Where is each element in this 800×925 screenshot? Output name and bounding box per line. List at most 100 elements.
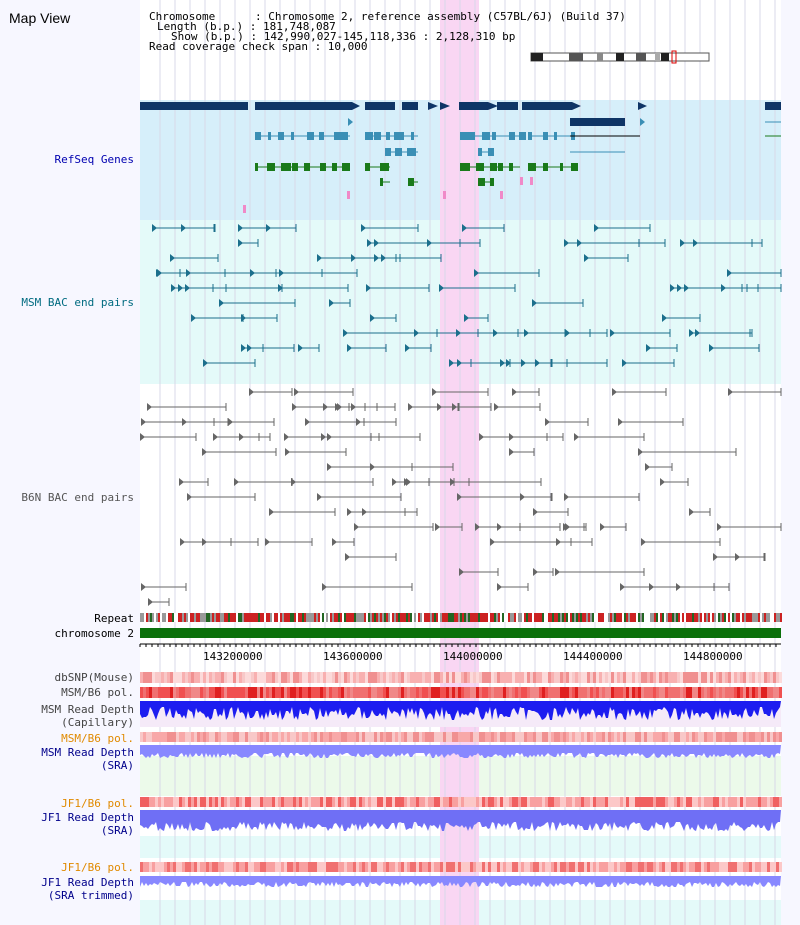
dbsnp-stripe <box>383 672 386 683</box>
track-label-jf1-b6-pol-2[interactable]: JF1/B6 pol. <box>61 861 134 874</box>
repeat-feature <box>660 613 662 622</box>
repeat-feature <box>270 613 272 622</box>
msm-pol-stripe-2 <box>500 732 503 742</box>
b6n-bac-pair <box>660 478 665 486</box>
msm-pol-stripe-2 <box>326 732 329 742</box>
msm-bac-pair <box>439 284 444 292</box>
dbsnp-stripe <box>446 672 449 683</box>
track-label-jf1-b6-pol[interactable]: JF1/B6 pol. <box>61 797 134 810</box>
track-label-jf1-depth-sra[interactable]: JF1 Read Depth <box>41 811 134 824</box>
track-label-chromosome[interactable]: chromosome 2 <box>54 627 134 640</box>
msm-pol-stripe-2 <box>608 732 611 742</box>
jf1-pol-stripe-2 <box>455 862 458 872</box>
jf1-pol-stripe-2 <box>407 862 410 872</box>
repeat-feature <box>544 613 546 622</box>
b6n-bac-pair <box>335 403 340 411</box>
repeat-feature <box>158 613 160 622</box>
jf1-pol-stripe-2 <box>290 862 293 872</box>
jf1-pol-stripe <box>698 797 701 807</box>
msm-pol-stripe-2 <box>521 732 524 742</box>
repeat-feature <box>778 613 780 622</box>
jf1-pol-stripe <box>671 797 674 807</box>
repeat-feature <box>422 613 424 622</box>
jf1-pol-stripe <box>398 797 401 807</box>
repeat-feature <box>564 613 566 622</box>
b6n-bac-pair <box>645 463 650 471</box>
track-label-msm-depth-cap[interactable]: MSM Read Depth <box>41 703 134 716</box>
msm-pol-stripe <box>545 687 548 698</box>
msm-bac-pair <box>622 359 627 367</box>
dbsnp-stripe <box>773 672 776 683</box>
jf1-pol-stripe-2 <box>398 862 401 872</box>
repeat-feature <box>452 613 454 622</box>
track-label-msm-bac[interactable]: MSM BAC end pairs <box>21 296 134 309</box>
msm-pol-stripe-2 <box>221 732 224 742</box>
track-label-refseq[interactable]: RefSeq Genes <box>54 153 134 166</box>
jf1-pol-stripe <box>173 797 176 807</box>
track-label-jf1-depth-trim[interactable]: JF1 Read Depth <box>41 876 134 889</box>
b6n-bac-pair <box>641 538 646 546</box>
gene-exon <box>490 178 494 186</box>
gene-exon <box>395 148 402 156</box>
jf1-pol-stripe-2 <box>209 862 212 872</box>
jf1-pol-stripe <box>164 797 167 807</box>
repeat-feature <box>556 613 558 622</box>
track-label-repeat[interactable]: Repeat <box>94 612 134 625</box>
msm-bac-pair <box>689 329 694 337</box>
dbsnp-stripe <box>722 672 725 683</box>
repeat-feature <box>382 613 384 622</box>
msm-pol-stripe-2 <box>614 732 617 742</box>
dbsnp-stripe <box>152 672 155 683</box>
msm-pol-stripe-2 <box>347 732 350 742</box>
msm-pol-stripe-2 <box>149 732 152 742</box>
msm-pol-stripe-2 <box>164 732 167 742</box>
jf1-pol-stripe <box>230 797 233 807</box>
repeat-feature <box>440 613 442 622</box>
jf1-pol-stripe-2 <box>488 862 491 872</box>
msm-pol-stripe <box>374 687 377 698</box>
repeat-feature <box>216 613 218 622</box>
dbsnp-stripe <box>452 672 455 683</box>
msm-pol-stripe-2 <box>533 732 536 742</box>
msm-pol-stripe <box>776 687 779 698</box>
msm-pol-stripe-2 <box>656 732 659 742</box>
msm-pol-stripe <box>350 687 353 698</box>
gene-exon <box>304 163 310 171</box>
track-label-msm-b6-pol[interactable]: MSM/B6 pol. <box>61 686 134 699</box>
repeat-feature <box>438 613 440 622</box>
jf1-pol-stripe <box>446 797 449 807</box>
msm-pol-stripe-2 <box>233 732 236 742</box>
jf1-pol-stripe-2 <box>464 862 467 872</box>
dbsnp-stripe <box>578 672 581 683</box>
msm-pol-stripe <box>626 687 629 698</box>
jf1-pol-stripe <box>284 797 287 807</box>
gene-exon <box>407 148 416 156</box>
track-label-dbsnp[interactable]: dbSNP(Mouse) <box>54 671 134 684</box>
dbsnp-stripe <box>731 672 734 683</box>
jf1-pol-stripe <box>149 797 152 807</box>
msm-bac-pair <box>565 329 570 337</box>
msm-pol-stripe-2 <box>632 732 635 742</box>
repeat-feature <box>604 613 606 622</box>
msm-pol-stripe-2 <box>254 732 257 742</box>
msm-pol-stripe <box>686 687 689 698</box>
msm-bac-pair <box>171 284 176 292</box>
track-label-msm-b6-pol-2[interactable]: MSM/B6 pol. <box>61 732 134 745</box>
msm-pol-stripe <box>467 687 470 698</box>
track-label-msm-depth-sra[interactable]: MSM Read Depth <box>41 746 134 759</box>
jf1-pol-stripe-2 <box>665 862 668 872</box>
msm-pol-stripe <box>434 687 437 698</box>
jf1-pol-stripe-2 <box>605 862 608 872</box>
track-label-b6n-bac[interactable]: B6N BAC end pairs <box>21 491 134 504</box>
repeat-feature <box>762 613 764 622</box>
msm-pol-stripe <box>449 687 452 698</box>
repeat-feature <box>692 613 694 622</box>
msm-pol-stripe <box>632 687 635 698</box>
jf1-pol-stripe-2 <box>158 862 161 872</box>
jf1-depth-sra-area <box>140 810 781 831</box>
msm-pol-stripe <box>239 687 242 698</box>
msm-pol-stripe <box>737 687 740 698</box>
b6n-bac-pair <box>404 478 409 486</box>
jf1-pol-stripe <box>365 797 368 807</box>
